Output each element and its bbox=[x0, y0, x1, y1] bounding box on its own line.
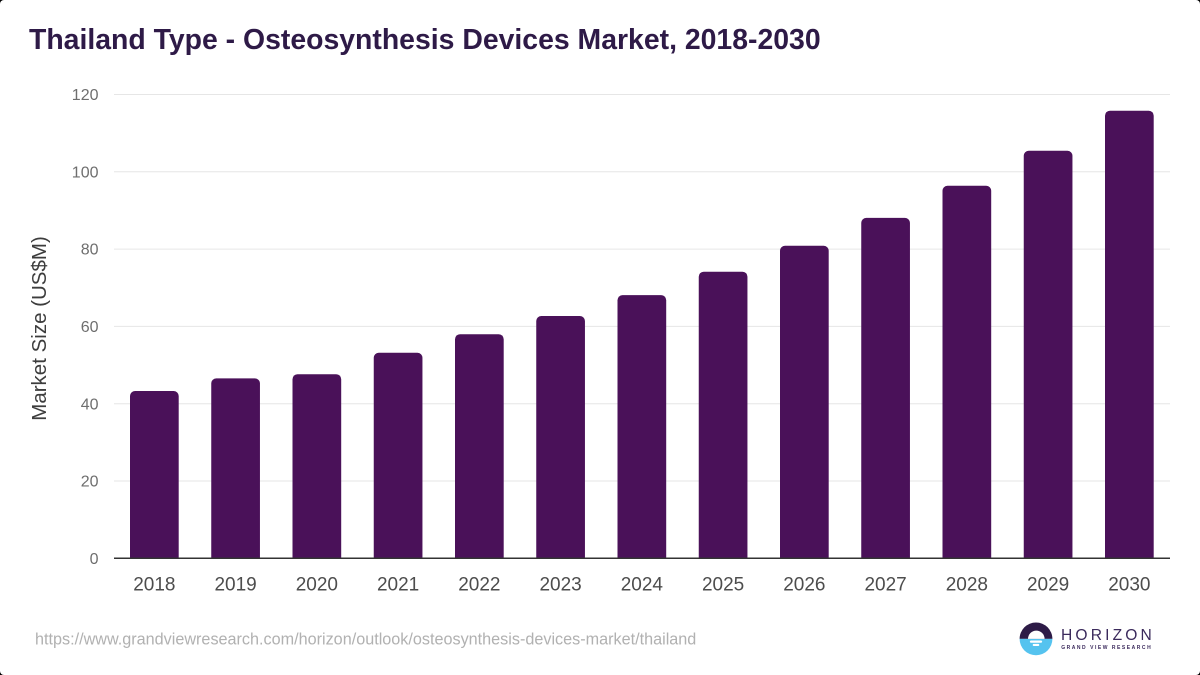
svg-text:Thailand Type - Osteosynthesis: Thailand Type - Osteosynthesis Devices M… bbox=[29, 24, 821, 56]
svg-text:120: 120 bbox=[72, 87, 99, 104]
svg-text:0: 0 bbox=[90, 551, 99, 568]
svg-text:2024: 2024 bbox=[621, 574, 664, 595]
svg-text:40: 40 bbox=[81, 396, 99, 413]
svg-text:2019: 2019 bbox=[214, 574, 256, 595]
svg-text:2026: 2026 bbox=[783, 574, 825, 595]
svg-text:2023: 2023 bbox=[539, 574, 581, 595]
svg-text:2025: 2025 bbox=[702, 574, 744, 595]
svg-text:2018: 2018 bbox=[133, 574, 175, 595]
svg-text:2030: 2030 bbox=[1108, 574, 1150, 595]
svg-text:100: 100 bbox=[72, 164, 99, 181]
svg-text:GRAND VIEW RESEARCH: GRAND VIEW RESEARCH bbox=[1061, 645, 1152, 651]
svg-text:2020: 2020 bbox=[296, 574, 338, 595]
svg-text:2021: 2021 bbox=[377, 574, 419, 595]
svg-text:2029: 2029 bbox=[1027, 574, 1069, 595]
svg-text:https://www.grandviewresearch.: https://www.grandviewresearch.com/horizo… bbox=[35, 630, 696, 648]
svg-text:2022: 2022 bbox=[458, 574, 500, 595]
svg-text:Market Size (US$M): Market Size (US$M) bbox=[28, 236, 51, 421]
svg-text:20: 20 bbox=[81, 474, 99, 491]
svg-text:HORIZON: HORIZON bbox=[1061, 627, 1155, 644]
svg-text:2027: 2027 bbox=[864, 574, 906, 595]
svg-text:2028: 2028 bbox=[946, 574, 988, 595]
svg-text:60: 60 bbox=[81, 319, 99, 336]
svg-text:80: 80 bbox=[81, 242, 99, 259]
